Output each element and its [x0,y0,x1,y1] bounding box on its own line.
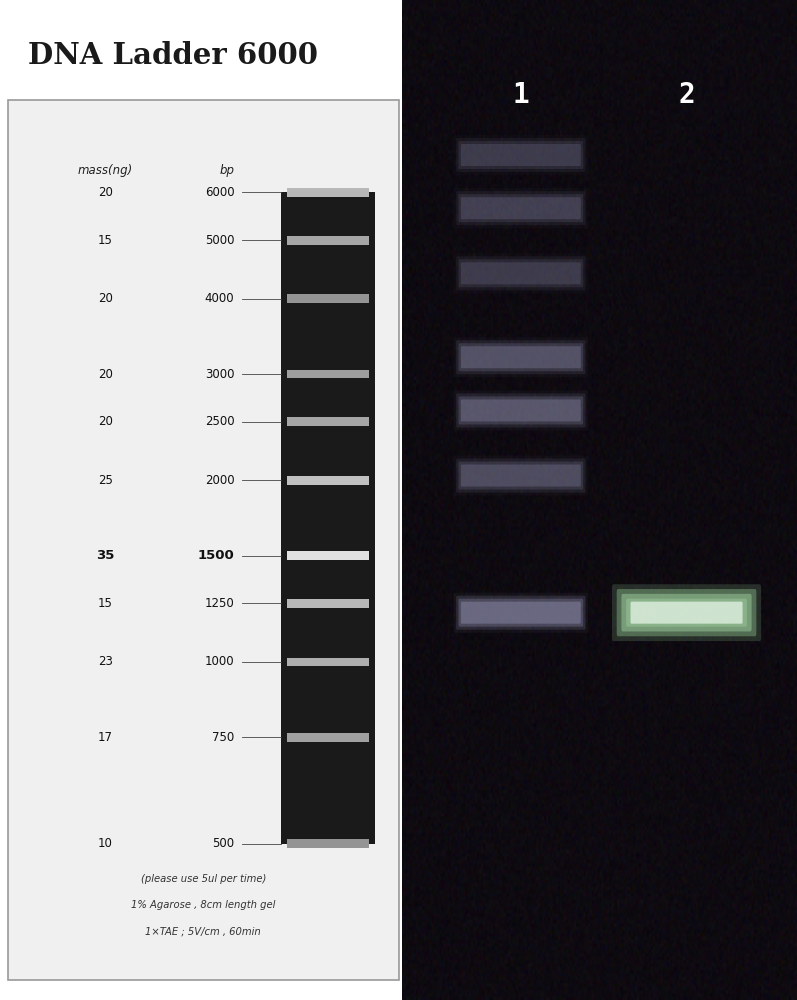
Text: 2: 2 [678,81,695,109]
Text: (please use 5ul per time): (please use 5ul per time) [140,874,266,884]
FancyBboxPatch shape [461,144,581,166]
Bar [287,733,369,742]
FancyBboxPatch shape [458,462,583,490]
FancyBboxPatch shape [622,594,752,631]
Text: 500: 500 [212,837,234,850]
Text: 15: 15 [98,234,113,247]
FancyBboxPatch shape [453,593,588,633]
Bar [287,551,369,560]
Text: bp: bp [219,164,234,177]
Bar [287,294,369,303]
Text: 20: 20 [98,368,113,381]
FancyBboxPatch shape [456,393,586,427]
FancyBboxPatch shape [630,602,743,624]
FancyBboxPatch shape [456,138,586,172]
FancyBboxPatch shape [461,197,581,219]
Bar [287,658,369,666]
Text: 4000: 4000 [205,292,234,305]
Text: 23: 23 [98,655,113,668]
Bar [287,839,369,848]
Bar [287,236,369,245]
Text: 20: 20 [98,186,113,199]
Text: 10: 10 [98,837,113,850]
FancyBboxPatch shape [458,194,583,222]
Text: mass(ng): mass(ng) [78,164,133,177]
FancyBboxPatch shape [626,599,747,627]
FancyBboxPatch shape [456,459,586,493]
FancyBboxPatch shape [458,141,583,169]
Text: 5000: 5000 [205,234,234,247]
FancyBboxPatch shape [461,346,581,368]
Text: 2500: 2500 [205,415,234,428]
Bar [287,417,369,426]
FancyBboxPatch shape [458,259,583,287]
Text: DNA Ladder 6000: DNA Ladder 6000 [28,40,318,70]
Text: 20: 20 [98,292,113,305]
FancyBboxPatch shape [617,589,756,636]
FancyBboxPatch shape [456,596,586,630]
Text: 3000: 3000 [205,368,234,381]
Text: 1% Agarose , 8cm length gel: 1% Agarose , 8cm length gel [131,900,276,910]
Text: 1×TAE ; 5V/cm , 60min: 1×TAE ; 5V/cm , 60min [145,927,261,937]
Text: 750: 750 [212,731,234,744]
FancyBboxPatch shape [461,399,581,421]
FancyBboxPatch shape [458,343,583,371]
Text: 1: 1 [512,81,529,109]
Bar [287,599,369,608]
FancyBboxPatch shape [456,340,586,374]
Text: 1000: 1000 [205,655,234,668]
FancyBboxPatch shape [456,191,586,225]
Text: 15: 15 [98,597,113,610]
Text: 25: 25 [98,474,113,487]
FancyBboxPatch shape [458,396,583,424]
FancyBboxPatch shape [612,584,761,641]
Text: 6000: 6000 [205,186,234,199]
Bar [281,192,375,844]
FancyBboxPatch shape [458,599,583,627]
Text: 1250: 1250 [205,597,234,610]
Bar [287,476,369,485]
FancyBboxPatch shape [461,262,581,284]
Bar [287,370,369,378]
Bar [287,188,369,197]
Text: 2000: 2000 [205,474,234,487]
FancyBboxPatch shape [461,465,581,487]
FancyBboxPatch shape [456,256,586,290]
FancyBboxPatch shape [461,602,581,624]
Text: 17: 17 [98,731,113,744]
Text: 1500: 1500 [198,549,234,562]
Text: 20: 20 [98,415,113,428]
Text: 35: 35 [96,549,115,562]
